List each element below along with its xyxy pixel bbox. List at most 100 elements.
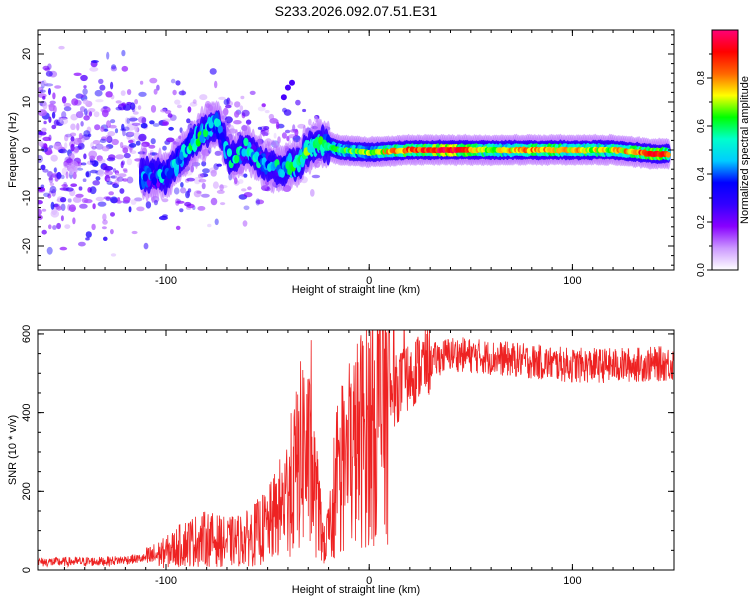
spectrogram-noise-blob [94,124,101,131]
snr-ytick-label: 200 [21,482,33,500]
spectrogram-noise-blob [260,130,270,136]
spectrogram-ridge-cell [243,137,249,147]
colorbar-strip [711,29,739,271]
spectrogram-noise-blob [243,173,248,178]
spectrogram-noise-blob [90,60,99,63]
spectrogram-noise-blob [95,176,101,181]
spectrogram-ridge-cell [279,169,285,178]
spectrogram-noise-blob [90,142,94,149]
spectrogram-noise-blob [126,117,131,124]
spectrogram-noise-blob [89,66,99,72]
spectrogram-noise-blob [104,166,114,171]
spectrogram-noise-blob [233,120,242,125]
spectrogram-noise-blob [197,206,206,211]
spectrogram-noise-blob [79,203,88,209]
spectrogram-noise-blob [141,141,150,147]
spectrogram-noise-blob [120,128,127,132]
spectrogram-noise-blob [185,190,190,199]
spectrogram-noise-blob [114,179,120,186]
spectrogram-noise-blob [60,174,65,180]
spectrogram-noise-blob [38,140,44,147]
spectrogram-noise-blob [105,134,112,142]
spectrogram-noise-blob [264,109,270,114]
spectrogram-noise-blob [99,84,106,91]
snr-ytick-label: 600 [21,325,33,343]
spectrogram-noise-blob [64,224,71,230]
spectrogram-noise-blob [263,126,270,131]
spectrogram-noise-blob [59,246,68,251]
spectrogram-noise-blob [78,241,86,247]
spectrogram-noise-blob [76,111,84,119]
spectrogram-noise-blob [260,129,266,135]
spectrogram-noise-blob [225,104,232,109]
spectrogram-noise-blob [170,78,176,84]
spectrogram-noise-blob [208,167,218,174]
spectrogram-noise-blob [135,140,141,146]
spectrogram-noise-blob [56,171,62,180]
spectrogram-noise-blob [63,134,69,142]
spectrogram-noise-blob [88,111,93,117]
spectrogram-noise-blob [68,153,75,161]
spectrogram-noise-blob [129,117,138,122]
spectrogram-noise-blob [234,101,241,108]
spectrogram-noise-blob [106,157,116,162]
spectrogram-xtick-label: 100 [563,275,581,287]
spectrogram-noise-blob [80,121,84,127]
spectrogram-noise-blob [247,186,252,191]
spectrogram-noise-blob [69,132,77,137]
spectrogram-noise-blob [106,135,113,144]
spectrogram-noise-blob [201,193,210,198]
spectrogram-noise-blob [51,111,56,119]
spectrogram-noise-blob [201,182,206,190]
spectrogram-noise-blob [40,184,45,189]
spectrogram-noise-blob [198,178,207,183]
spectrogram-noise-blob [123,196,131,203]
spectrogram-noise-blob [186,118,191,124]
spectrogram-noise-blob [58,148,64,153]
spectrogram-noise-blob [239,105,244,111]
spectrogram-noise-blob [97,158,106,164]
spectrogram-noise-blob [115,100,122,104]
snr-ytick-label: 400 [21,403,33,421]
spectrogram-noise-blob [91,223,96,231]
spectrogram-noise-blob [92,180,100,186]
spectrogram-noise-blob [110,119,116,124]
spectrogram-noise-blob [186,177,195,182]
spectrogram-noise-blob [199,94,208,101]
spectrogram-noise-blob [121,123,125,131]
spectrogram-noise-blob [76,167,84,171]
spectrogram-noise-blob [53,142,63,150]
colorbar-tick-label: 0.4 [696,167,707,181]
spectrogram-noise-blob [78,94,86,98]
spectrogram-noise-blob [101,146,110,152]
spectrogram-xtick-label: -100 [155,275,177,287]
spectrogram-noise-blob [48,103,55,112]
spectrogram-noise-blob [78,186,83,191]
spectrogram-noise-blob [58,45,65,50]
spectrogram-noise-blob [158,215,168,221]
spectrogram-noise-blob [156,84,160,91]
colorbar-tick-label: 0.8 [696,71,707,85]
spectrogram-noise-blob [63,102,72,108]
spectrogram-noise-blob [53,167,57,173]
spectrogram-noise-blob [123,169,128,174]
spectrogram-noise-blob [63,106,72,112]
spectrogram-noise-blob [73,166,78,174]
spectrogram-noise-blob [42,136,51,142]
spectrogram-noise-blob [172,89,177,96]
spectrogram-noise-blob [121,145,129,150]
colorbar-tick-label: 0.6 [696,119,707,133]
spectrogram-noise-blob [110,66,118,72]
spectrogram-noise-blob [92,203,96,210]
spectrogram-marks [38,45,671,257]
spectrogram-noise-blob [249,90,256,95]
spectrogram-ridge-cell [151,176,157,186]
spectrogram-noise-blob [114,128,119,134]
colorbar: 0.0 0.2 0.4 0.6 0.8 Normalized spectral ampl… [696,29,750,277]
spectrogram-noise-blob [149,77,158,84]
spectrogram-noise-blob [257,126,263,130]
spectrogram-noise-blob [103,196,112,200]
spectrogram-noise-blob [219,184,224,191]
